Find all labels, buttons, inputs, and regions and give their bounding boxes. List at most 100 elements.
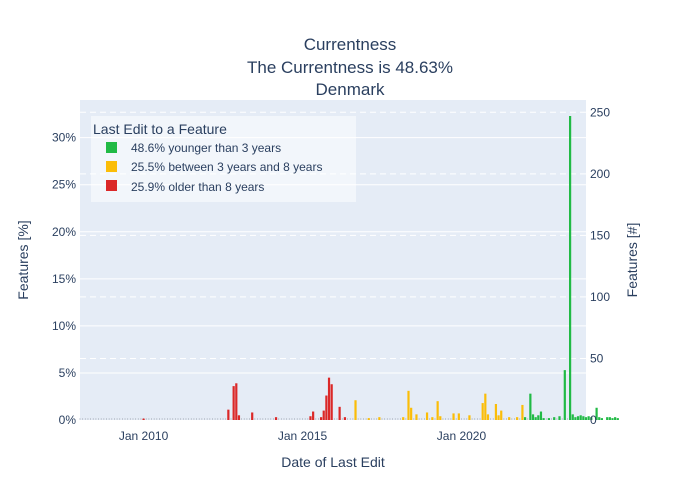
bar-between-3-years-and-8-years-2017-02	[367, 418, 370, 420]
bar-younger-than-3-years-2023-10	[579, 415, 582, 420]
bar-older-than-8-years-2014-03	[274, 417, 278, 420]
bar-younger-than-3-years-2024-04	[595, 407, 598, 420]
bar-older-than-8-years-2015-05	[312, 411, 315, 420]
left-tick-label: 10%	[52, 319, 76, 333]
bar-younger-than-3-years-2024-06	[600, 418, 603, 420]
bar-younger-than-3-years-2024-01	[587, 416, 590, 420]
bar-older-than-8-years-2012-11	[232, 386, 235, 420]
legend: Last Edit to a Feature 48.6% younger tha…	[91, 116, 356, 202]
bar-older-than-8-years-2013-06	[251, 412, 254, 420]
bar-between-3-years-and-8-years-2019-02	[431, 417, 434, 420]
bar-between-3-years-and-8-years-2021-02	[494, 404, 498, 420]
left-tick-label: 25%	[52, 178, 76, 192]
left-axis-title: Features [%]	[15, 220, 31, 299]
bar-younger-than-3-years-2024-08	[606, 417, 609, 420]
bar-younger-than-3-years-2024-10	[611, 418, 614, 420]
bar-older-than-8-years-2016-03	[338, 406, 341, 420]
x-tick-label: Jan 2020	[437, 429, 487, 443]
bar-younger-than-3-years-2024-05	[598, 417, 601, 420]
legend-swatch-younger	[106, 142, 117, 153]
bar-between-3-years-and-8-years-2021-12	[521, 404, 524, 420]
bars-layer	[142, 116, 619, 420]
x-tick-label: Jan 2010	[119, 429, 169, 443]
bar-between-3-years-and-8-years-2018-03	[402, 417, 405, 420]
bar-younger-than-3-years-2023-06	[569, 116, 572, 420]
bar-younger-than-3-years-2023-04	[563, 370, 566, 420]
bar-younger-than-3-years-2022-01	[523, 417, 527, 420]
bar-younger-than-3-years-2024-09	[608, 417, 611, 420]
bar-younger-than-3-years-2022-10	[547, 418, 551, 420]
chart-subtitle: The Currentness is 48.63%	[247, 58, 453, 77]
bar-between-3-years-and-8-years-2019-05	[439, 416, 442, 420]
legend-label-between: 25.5% between 3 years and 8 years	[131, 160, 322, 174]
bar-between-3-years-and-8-years-2017-06	[378, 417, 381, 420]
bar-between-3-years-and-8-years-2021-07	[508, 417, 511, 420]
bar-between-3-years-and-8-years-2020-09	[481, 403, 484, 420]
bar-between-3-years-and-8-years-2018-06	[410, 407, 413, 420]
bar-younger-than-3-years-2022-04	[531, 414, 535, 420]
bar-between-3-years-and-8-years-2021-04	[500, 410, 503, 420]
bar-older-than-8-years-2012-09	[227, 409, 230, 420]
bar-between-3-years-and-8-years-2019-04	[436, 401, 439, 420]
bar-between-3-years-and-8-years-2020-04	[468, 415, 471, 420]
bar-between-3-years-and-8-years-2021-10	[516, 417, 519, 420]
bar-between-3-years-and-8-years-2019-12	[457, 413, 460, 420]
right-tick-label: 0	[590, 413, 597, 427]
left-tick-label: 15%	[52, 272, 76, 286]
bar-between-3-years-and-8-years-2020-11	[486, 414, 490, 420]
legend-swatch-between	[106, 161, 117, 172]
bar-older-than-8-years-2015-04	[309, 416, 312, 420]
x-tick-label: Jan 2015	[278, 429, 328, 443]
legend-swatch-older	[106, 180, 117, 191]
bar-younger-than-3-years-2022-03	[529, 393, 532, 420]
bar-younger-than-3-years-2022-06	[537, 415, 540, 420]
legend-item-older[interactable]: 25.9% older than 8 years	[106, 180, 264, 194]
legend-title: Last Edit to a Feature	[93, 121, 227, 137]
legend-box	[91, 116, 356, 202]
bar-older-than-8-years-2012-12	[235, 383, 238, 420]
bar-between-3-years-and-8-years-2018-12	[425, 412, 429, 420]
bar-younger-than-3-years-2023-02	[558, 416, 561, 420]
bar-younger-than-3-years-2024-02	[590, 417, 593, 420]
left-tick-label: 5%	[59, 366, 77, 380]
right-tick-label: 250	[590, 105, 610, 119]
legend-item-younger[interactable]: 48.6% younger than 3 years	[106, 141, 281, 155]
bar-younger-than-3-years-2023-11	[582, 416, 585, 420]
bar-younger-than-3-years-2023-07	[571, 414, 574, 420]
left-tick-label: 0%	[59, 413, 77, 427]
x-axis-title: Date of Last Edit	[281, 454, 385, 470]
bar-younger-than-3-years-2024-11	[614, 417, 617, 420]
bar-younger-than-3-years-2022-12	[553, 417, 556, 420]
bar-older-than-8-years-2015-08	[319, 417, 323, 420]
bar-between-3-years-and-8-years-2021-03	[497, 415, 500, 420]
right-tick-label: 50	[590, 351, 604, 365]
bar-younger-than-3-years-2022-07	[539, 411, 543, 420]
left-tick-label: 20%	[52, 225, 76, 239]
legend-label-younger: 48.6% younger than 3 years	[131, 141, 281, 155]
x-axis-ticks: Jan 2010 Jan 2015 Jan 2020	[119, 429, 487, 443]
bar-older-than-8-years-2010-01	[142, 418, 145, 420]
right-tick-label: 100	[590, 290, 610, 304]
left-tick-label: 30%	[52, 131, 76, 145]
right-tick-label: 150	[590, 228, 610, 242]
chart-title: Currentness	[304, 35, 397, 54]
bar-younger-than-3-years-2022-08	[542, 418, 545, 420]
bar-younger-than-3-years-2023-09	[576, 416, 580, 420]
chart-region: Denmark	[316, 80, 385, 99]
legend-item-between[interactable]: 25.5% between 3 years and 8 years	[106, 160, 322, 174]
bar-older-than-8-years-2015-09	[322, 410, 325, 420]
bar-between-3-years-and-8-years-2019-10	[452, 413, 455, 420]
bar-younger-than-3-years-2023-12	[584, 417, 588, 420]
right-axis-ticks: 0 50 100 150 200 250	[590, 105, 610, 427]
bar-older-than-8-years-2015-12	[330, 384, 333, 420]
right-tick-label: 200	[590, 167, 610, 181]
bar-younger-than-3-years-2024-12	[616, 418, 619, 420]
bar-between-3-years-and-8-years-2018-05	[407, 390, 410, 420]
bar-older-than-8-years-2016-05	[343, 417, 347, 420]
bar-between-3-years-and-8-years-2020-10	[484, 393, 487, 420]
bar-older-than-8-years-2013-01	[237, 415, 241, 420]
bar-older-than-8-years-2015-10	[325, 395, 328, 420]
bar-between-3-years-and-8-years-2018-08	[415, 414, 418, 420]
bar-younger-than-3-years-2022-05	[534, 417, 537, 420]
